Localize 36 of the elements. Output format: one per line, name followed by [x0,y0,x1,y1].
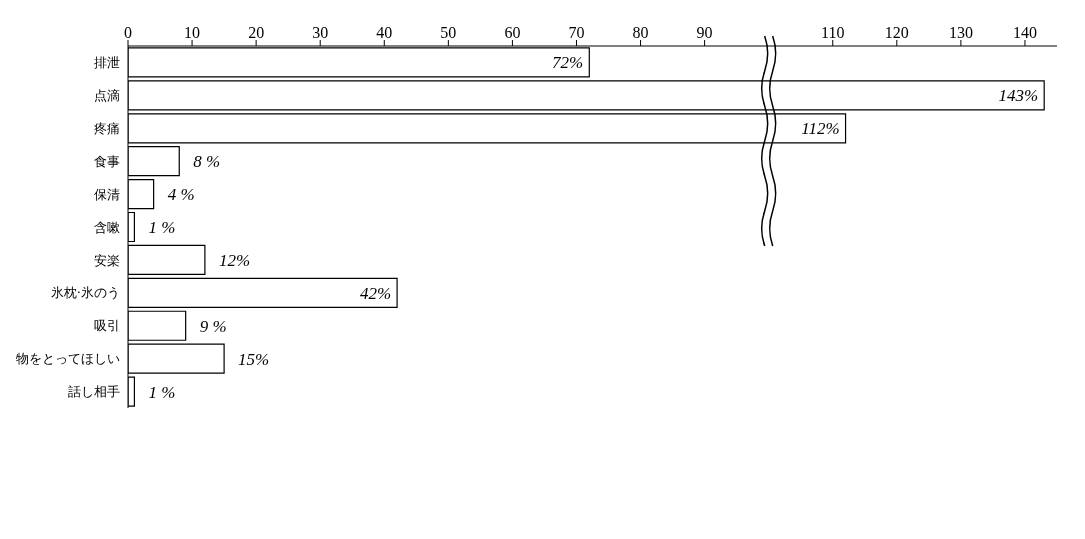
data-label: 12% [218,250,251,270]
y-tick-label: 吸引 [94,318,120,334]
x-tick-label: 20 [248,24,265,41]
data-label: 4 % [167,185,195,205]
y-tick-label: 疼痛 [94,120,120,136]
data-label: 15% [238,349,270,369]
data-label: 1 % [148,218,176,238]
x-tick-label: 50 [440,24,457,41]
data-label: 112% [801,119,840,139]
x-tick-label: 40 [376,24,393,41]
y-tick-label: 排泄 [94,55,120,71]
data-label: 72% [552,53,584,73]
y-tick-label: 含嗽 [94,219,120,235]
x-tick-label: 130 [948,24,973,41]
data-label: 8 % [193,152,221,172]
data-label: 143% [998,86,1039,106]
x-tick-label: 140 [1012,24,1037,41]
data-label: 1 % [148,382,176,402]
x-tick-label: 30 [312,24,329,41]
x-tick-label: 70 [568,24,585,41]
x-tick-label: 10 [184,24,201,41]
data-label: 42% [359,283,392,303]
y-tick-label: 話し相手 [68,384,120,400]
x-tick-label: 120 [884,24,909,41]
x-tick-label: 0 [124,24,132,41]
y-tick-label: 安楽 [94,252,120,268]
x-tick-label: 110 [821,24,845,41]
y-tick-label: 保清 [94,186,120,202]
x-tick-label: 80 [632,24,649,41]
y-tick-label: 点滴 [94,87,120,103]
x-tick-label: 90 [696,24,713,41]
y-tick-label: 食事 [94,153,120,169]
x-tick-label: 60 [504,24,521,41]
data-label: 9 % [199,316,227,336]
y-tick-label: 物をとってほしい [16,351,120,367]
y-tick-label: 氷枕·氷のう [50,285,120,301]
